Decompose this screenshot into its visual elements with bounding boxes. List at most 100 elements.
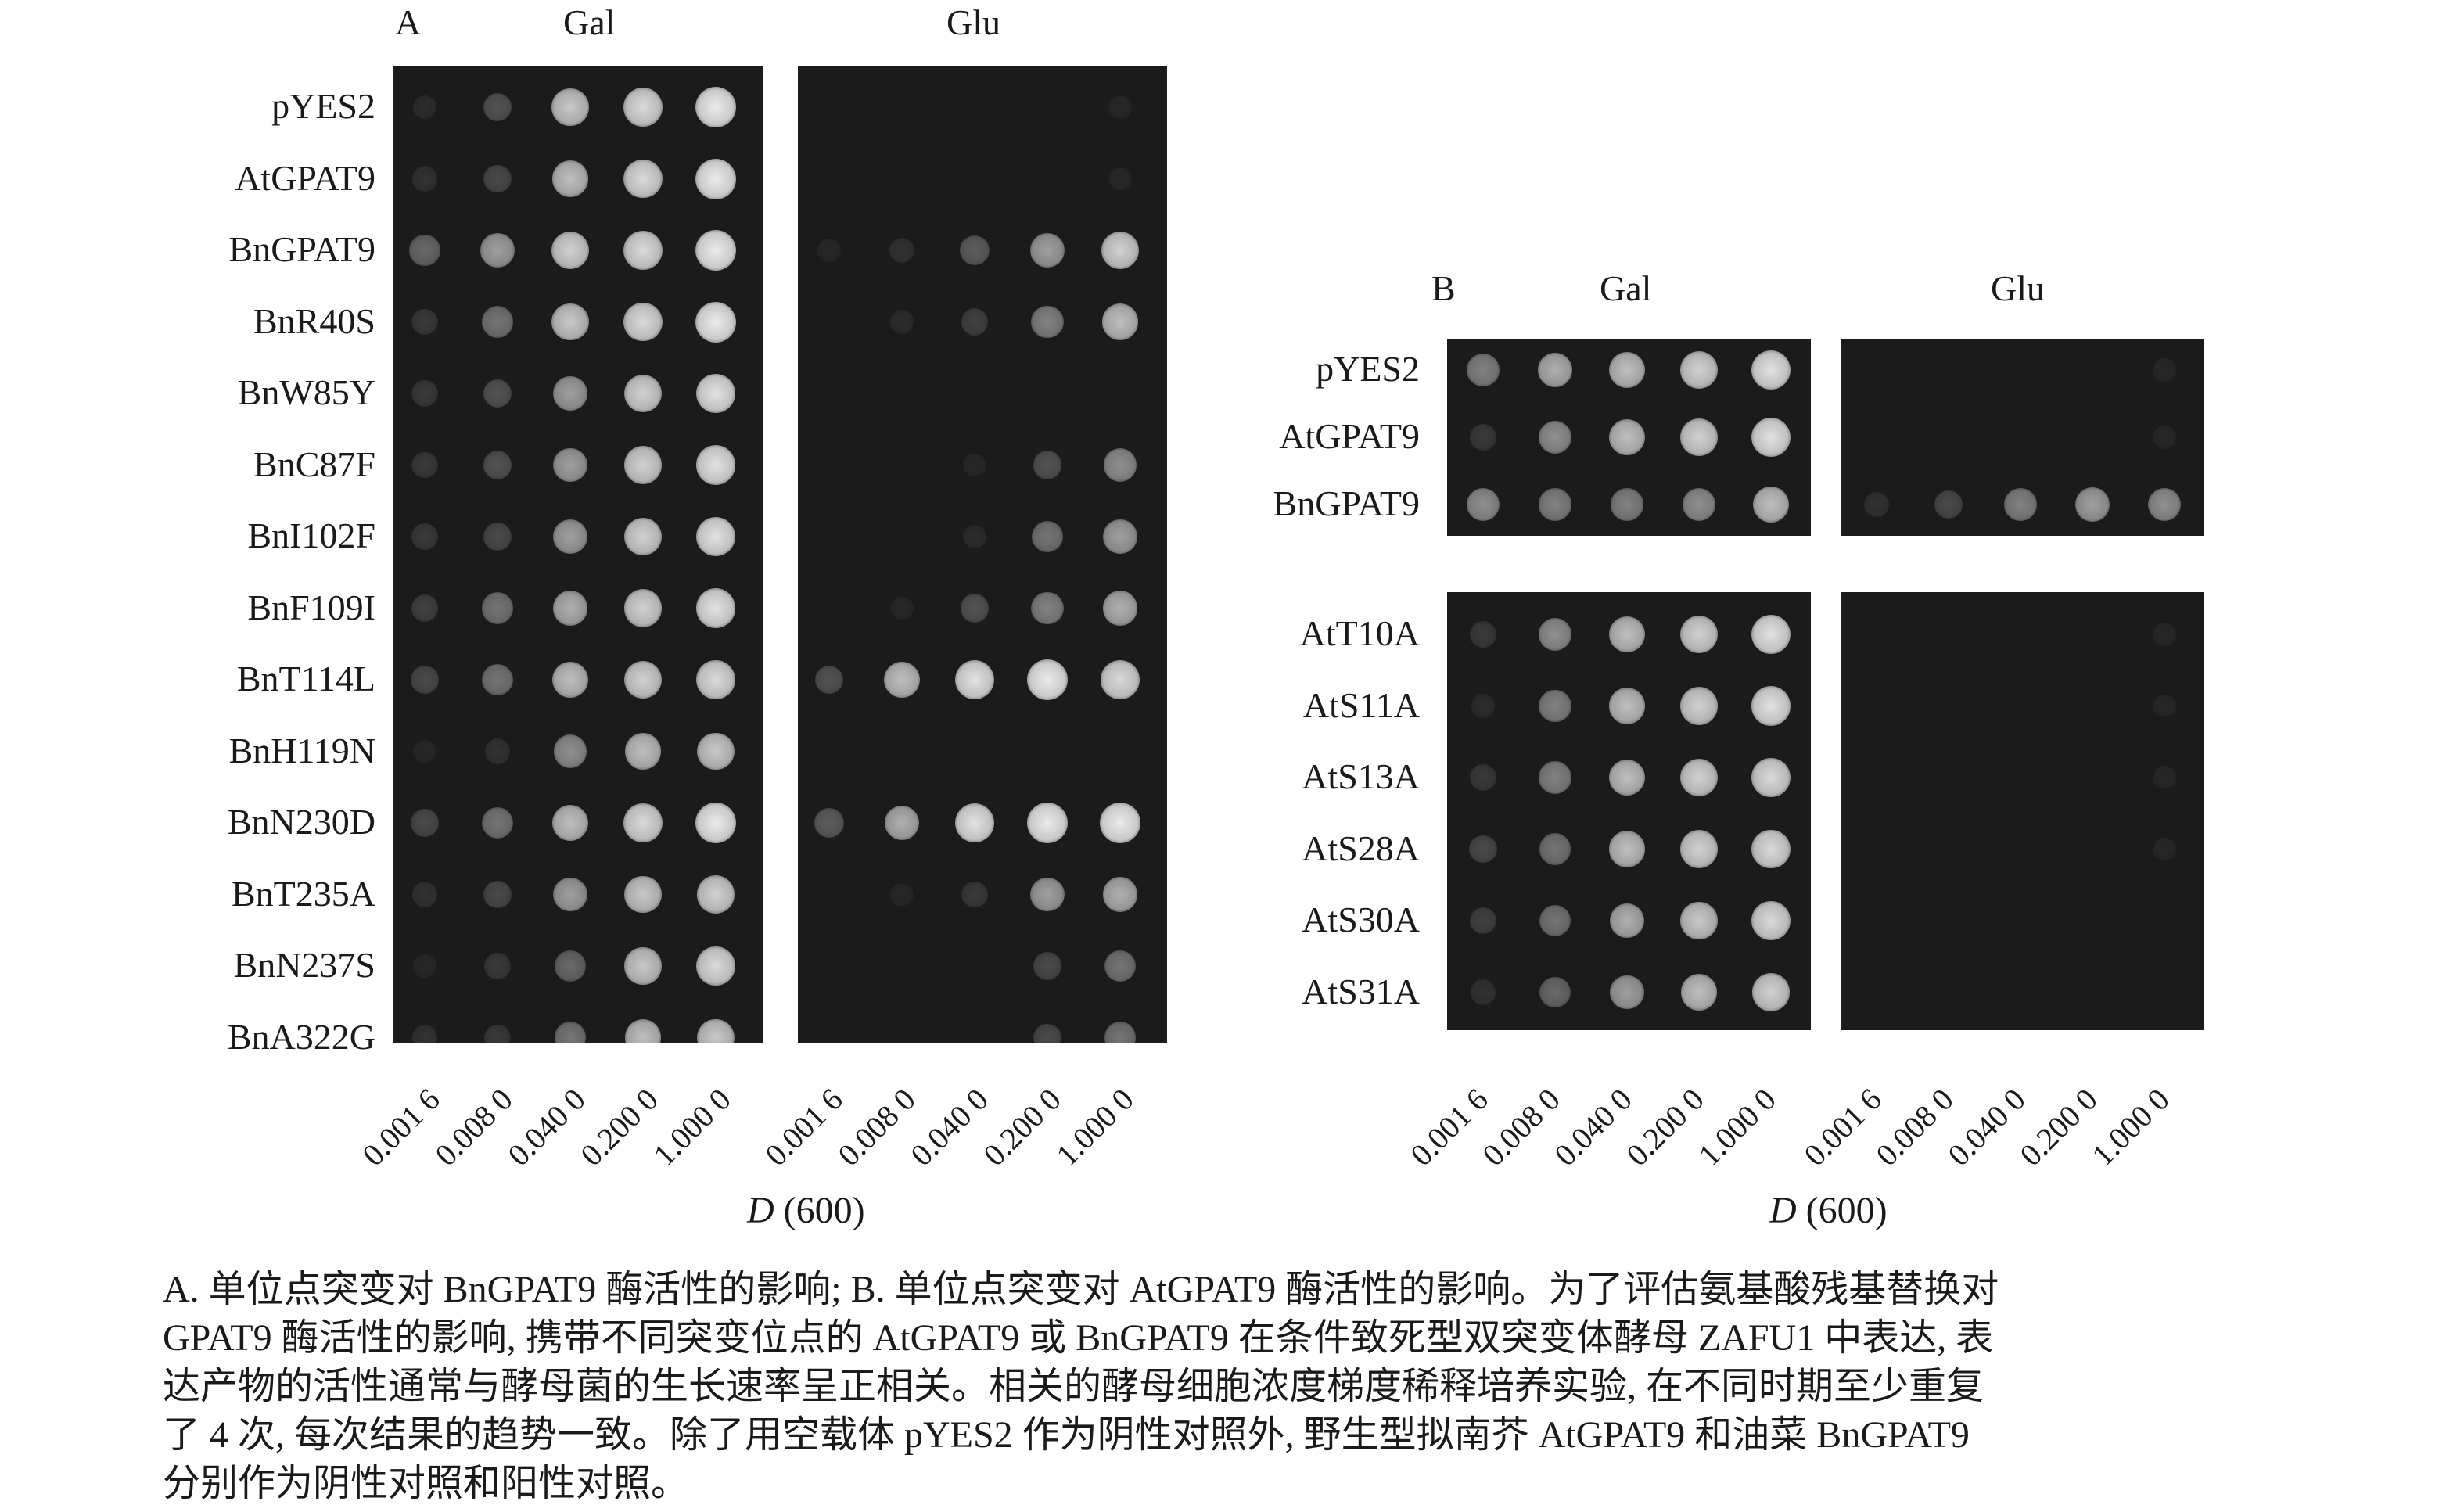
colony-spot xyxy=(623,231,663,270)
panel-a-xaxis-label: D (600) xyxy=(747,1189,865,1232)
colony-spot xyxy=(696,660,735,699)
row-label-bngpat9: BnGPAT9 xyxy=(1273,483,1420,523)
colony-spot xyxy=(1680,974,1718,1011)
colony-spot xyxy=(960,594,990,623)
row-label-bna322g: BnA322G xyxy=(227,1016,375,1057)
colony-spot xyxy=(890,882,914,907)
caption-line: A. 单位点突变对 BnGPAT9 酶活性的影响; B. 单位点突变对 AtGP… xyxy=(163,1269,1999,1310)
colony-spot xyxy=(624,1019,662,1043)
panel-b-glu-header: Glu xyxy=(1991,268,2045,308)
colony-spot xyxy=(814,665,844,695)
colony-spot xyxy=(1470,979,1496,1005)
colony-spot xyxy=(553,877,587,912)
colony-spot xyxy=(889,237,915,264)
colony-spot xyxy=(1751,350,1791,390)
colony-spot xyxy=(484,1024,511,1043)
row-label-ats13a: AtS13A xyxy=(1302,756,1420,796)
colony-spot xyxy=(1031,591,1064,625)
row-label-bnt114l: BnT114L xyxy=(236,659,375,699)
colony-spot xyxy=(483,379,512,408)
colony-spot xyxy=(1103,519,1137,554)
dilution-tick-label: 0.040 0 xyxy=(501,1081,592,1173)
colony-spot xyxy=(411,1025,438,1043)
colony-spot xyxy=(1679,758,1719,797)
colony-spot xyxy=(695,803,736,843)
colony-spot xyxy=(2147,487,2182,522)
colony-spot xyxy=(412,95,437,120)
colony-spot xyxy=(1751,417,1791,458)
colony-spot xyxy=(411,594,439,622)
colony-spot xyxy=(1608,351,1646,389)
colony-spot xyxy=(1751,901,1791,940)
row-label-ats28a: AtS28A xyxy=(1302,828,1420,868)
panel-a-glu-header: Glu xyxy=(946,2,1000,42)
row-label-bnf109i: BnF109I xyxy=(247,587,375,627)
colony-spot xyxy=(484,738,511,764)
dilution-tick-label: 0.200 0 xyxy=(2013,1081,2104,1173)
colony-spot xyxy=(1031,520,1064,553)
dilution-tick-label: 1.000 0 xyxy=(1691,1081,1783,1173)
colony-spot xyxy=(411,380,438,407)
colony-spot xyxy=(1538,420,1572,454)
colony-spot xyxy=(1108,95,1132,119)
colony-spot xyxy=(1608,759,1646,796)
colony-spot xyxy=(1470,621,1496,648)
colony-spot xyxy=(1027,803,1068,843)
colony-spot xyxy=(413,739,436,763)
colony-spot xyxy=(1470,424,1496,451)
colony-spot xyxy=(1470,764,1496,791)
colony-spot xyxy=(1752,486,1790,523)
row-label-atgpat9: AtGPAT9 xyxy=(235,157,375,198)
panel-b-gal-plate-top xyxy=(1447,339,1811,536)
row-label-bnn237s: BnN237S xyxy=(233,945,375,985)
colony-spot xyxy=(483,451,512,479)
colony-spot xyxy=(1608,831,1646,867)
dilution-tick-label: 0.001 6 xyxy=(1403,1081,1495,1173)
colony-spot xyxy=(695,87,736,127)
caption-line: GPAT9 酶活性的影响, 携带不同突变位点的 AtGPAT9 或 BnGPAT… xyxy=(163,1317,1994,1359)
colony-spot xyxy=(1101,231,1140,270)
colony-spot xyxy=(1469,907,1497,935)
colony-spot xyxy=(1608,616,1646,653)
colony-spot xyxy=(1934,490,1963,519)
caption-line: 分别作为阴性对照和阳性对照。 xyxy=(163,1463,689,1504)
colony-spot xyxy=(963,453,986,477)
colony-spot xyxy=(695,445,736,485)
colony-spot xyxy=(697,732,735,770)
dilution-tick-label: 0.001 6 xyxy=(758,1081,849,1173)
colony-spot xyxy=(695,373,736,414)
colony-spot xyxy=(696,875,735,914)
row-label-pyes2: pYES2 xyxy=(271,86,375,126)
row-label-pyes2: pYES2 xyxy=(1316,349,1420,389)
colony-spot xyxy=(2153,623,2176,646)
row-label-bngpat9: BnGPAT9 xyxy=(228,229,375,269)
colony-spot xyxy=(1033,1023,1061,1043)
caption-line: 了 4 次, 每次结果的趋势一致。除了用空载体 pYES2 作为阴性对照外, 野… xyxy=(163,1414,1970,1456)
colony-spot xyxy=(1679,418,1719,457)
colony-spot xyxy=(814,808,844,838)
colony-spot xyxy=(1471,694,1496,718)
colony-spot xyxy=(411,451,438,479)
colony-spot xyxy=(1101,660,1140,699)
colony-spot xyxy=(623,517,663,556)
colony-spot xyxy=(411,166,438,192)
colony-spot xyxy=(1466,487,1500,522)
colony-spot xyxy=(623,302,663,342)
dilution-tick-label: 0.040 0 xyxy=(1941,1081,2032,1173)
colony-spot xyxy=(1610,975,1644,1010)
colony-spot xyxy=(1751,614,1791,655)
colony-spot xyxy=(551,661,589,699)
colony-spot xyxy=(413,954,436,978)
colony-spot xyxy=(961,308,989,336)
colony-spot xyxy=(409,235,440,266)
colony-spot xyxy=(553,447,587,483)
row-label-ats31a: AtS31A xyxy=(1302,971,1420,1011)
colony-spot xyxy=(483,164,512,193)
colony-spot xyxy=(1103,448,1137,482)
colony-spot xyxy=(1611,488,1643,521)
colony-spot xyxy=(1033,952,1061,980)
colony-spot xyxy=(961,881,988,908)
colony-spot xyxy=(1102,591,1138,626)
colony-spot xyxy=(1104,950,1137,982)
colony-spot xyxy=(553,734,587,768)
